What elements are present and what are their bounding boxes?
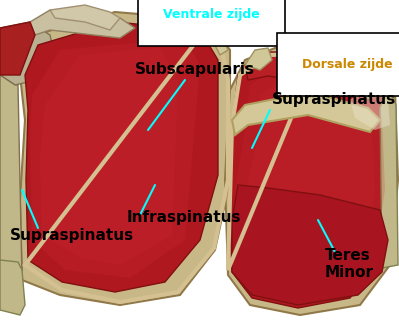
Polygon shape (225, 48, 398, 315)
Polygon shape (232, 92, 380, 135)
Polygon shape (20, 12, 230, 305)
Text: Infraspinatus: Infraspinatus (127, 210, 241, 225)
Polygon shape (50, 5, 120, 30)
Text: Dorsale zijde: Dorsale zijde (302, 58, 393, 71)
Polygon shape (30, 38, 200, 278)
Text: Subscapularis: Subscapularis (135, 62, 255, 77)
Polygon shape (245, 48, 272, 70)
Polygon shape (245, 52, 368, 90)
Polygon shape (0, 75, 22, 290)
Polygon shape (338, 40, 398, 98)
Polygon shape (30, 10, 135, 38)
Polygon shape (198, 20, 228, 55)
Polygon shape (350, 88, 390, 130)
Polygon shape (228, 58, 392, 308)
Polygon shape (0, 22, 55, 85)
Polygon shape (0, 22, 35, 75)
Polygon shape (25, 22, 218, 292)
Text: Supraspinatus: Supraspinatus (272, 92, 396, 107)
Polygon shape (0, 260, 25, 315)
Polygon shape (380, 92, 398, 268)
Polygon shape (235, 68, 385, 298)
Polygon shape (320, 40, 390, 65)
Text: Ventrale zijde: Ventrale zijde (163, 8, 260, 21)
Polygon shape (40, 48, 178, 265)
Polygon shape (245, 80, 375, 285)
Text: Teres
Minor: Teres Minor (325, 248, 374, 280)
Polygon shape (232, 185, 388, 305)
Text: Supraspinatus: Supraspinatus (10, 228, 134, 243)
